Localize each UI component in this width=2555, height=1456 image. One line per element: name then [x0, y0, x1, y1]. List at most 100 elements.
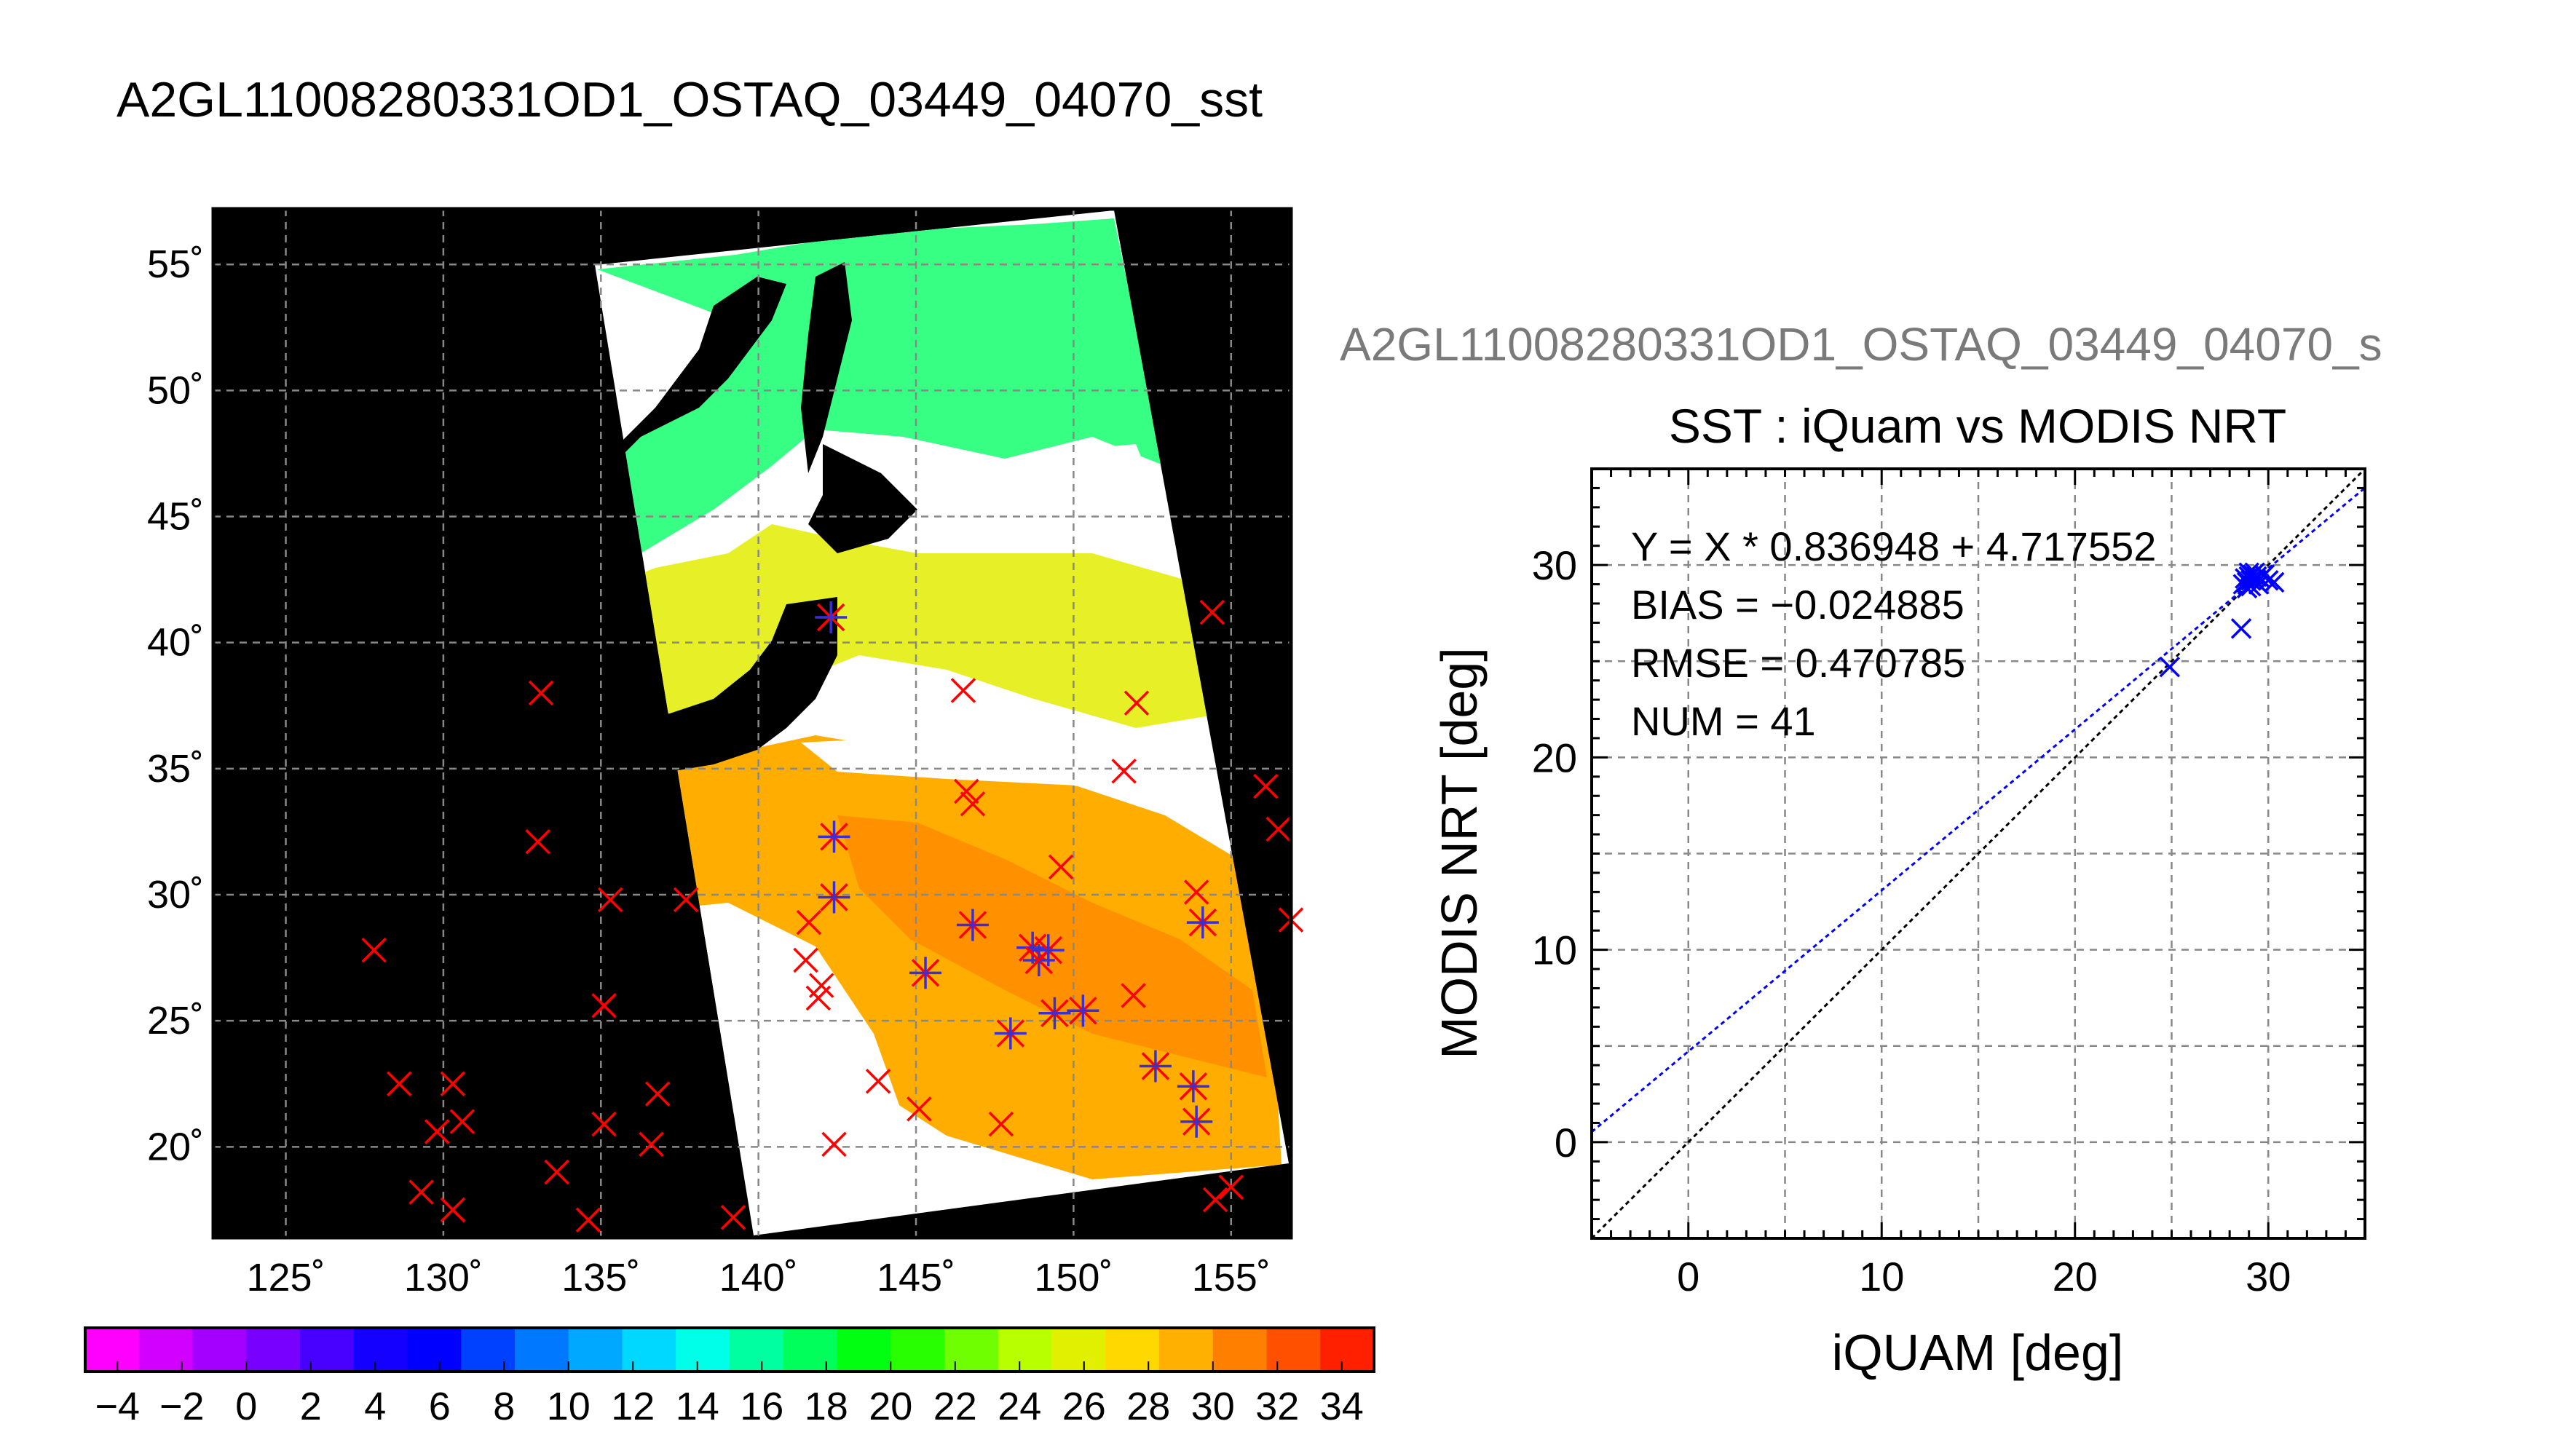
colorbar-cell: [246, 1328, 301, 1372]
matched-blue-star: [1139, 1050, 1172, 1083]
red-cross-marker: [575, 1207, 601, 1233]
matched-blue-star: [818, 881, 850, 914]
colorbar-cell: [192, 1328, 247, 1372]
stats-box: Y = X * 0.836948 + 4.717552 BIAS = −0.02…: [1631, 523, 2156, 744]
scatter-points: [2159, 562, 2285, 678]
map-x-tick-label: 145˚: [877, 1256, 955, 1299]
red-cross-marker: [644, 1081, 671, 1107]
red-cross-marker-stroke-b: [988, 1111, 1014, 1137]
matched-blue-star: [956, 909, 989, 941]
colorbar-cell: [515, 1328, 569, 1372]
page-title: A2GL11008280331OD1_OSTAQ_03449_04070_sst: [117, 72, 1263, 127]
red-cross-marker: [1199, 599, 1225, 625]
map-y-tick-label: 20˚: [147, 1125, 204, 1168]
red-cross-marker: [793, 947, 818, 973]
colorbar-tick-label: 14: [676, 1385, 719, 1428]
matched-blue-star: [1186, 906, 1219, 939]
matched-blue-star: [815, 601, 848, 634]
scatter-point: [2238, 562, 2259, 583]
colorbar-tick-label: 0: [235, 1385, 257, 1428]
scatter-point-stroke-b: [2258, 570, 2279, 591]
red-cross-marker-stroke-b: [673, 887, 699, 913]
colorbar-cells: [85, 1328, 1375, 1372]
red-cross-marker: [440, 1197, 466, 1223]
sst-map: 125˚ 130˚ 135˚ 140˚ 145˚ 150˚ 155˚ 20˚ 25˚ 30˚ 35…: [147, 207, 1304, 1299]
colorbar-tick-label: 30: [1191, 1385, 1235, 1428]
scatter-point: [2258, 570, 2279, 591]
red-cross-marker: [1253, 773, 1279, 799]
colorbar-cell: [85, 1328, 140, 1372]
colorbar-tick-label: 2: [300, 1385, 322, 1428]
red-cross-marker-stroke-b: [408, 1179, 434, 1205]
matched-blue-star: [1038, 997, 1071, 1029]
sst-green-north: [595, 218, 1165, 713]
scatter-point: [2240, 570, 2262, 591]
colorbar-cell: [300, 1328, 355, 1372]
red-cross-marker-stroke-b: [1183, 879, 1209, 905]
colorbar-cell: [407, 1328, 462, 1372]
colorbar-cell: [1159, 1328, 1214, 1372]
red-cross-marker: [1111, 759, 1137, 784]
red-cross-marker: [591, 1111, 617, 1137]
red-cross-marker-stroke-b: [440, 1197, 466, 1223]
scatter-title: SST : iQuam vs MODIS NRT: [1669, 399, 2286, 453]
stat-num: NUM = 41: [1631, 698, 1816, 744]
scatter-point: [2230, 618, 2252, 639]
colorbar-tick-label: 24: [998, 1385, 1041, 1428]
scatter-point-stroke-b: [2246, 566, 2267, 587]
scatter-ylabel: MODIS NRT [deg]: [1431, 647, 1488, 1059]
map-markers: [361, 599, 1304, 1233]
stat-rmse: RMSE = 0.470785: [1631, 640, 1965, 686]
red-cross-marker-stroke-b: [796, 909, 822, 935]
red-cross-marker: [387, 1071, 412, 1096]
map-x-tick-label: 135˚: [561, 1256, 640, 1299]
sst-white-cloud-2: [655, 903, 910, 1194]
red-cross-marker: [1121, 983, 1146, 1008]
colorbar-tick-label: 18: [805, 1385, 848, 1428]
red-cross-marker: [954, 778, 979, 804]
red-cross-marker: [907, 1096, 932, 1122]
red-cross-marker: [361, 937, 387, 963]
red-cross-marker-stroke-b: [440, 1071, 466, 1096]
map-y-tick-label: 30˚: [147, 873, 204, 917]
scatter-point-stroke-b: [2159, 656, 2181, 678]
red-cross-marker-stroke-b: [598, 887, 623, 913]
map-x-tick-label: 150˚: [1034, 1256, 1113, 1299]
matched-blue-star: [1177, 1070, 1209, 1103]
colorbar-cell: [1105, 1328, 1160, 1372]
matched-blue-star: [909, 957, 942, 989]
red-cross-marker: [449, 1109, 475, 1134]
red-cross-marker: [591, 993, 617, 1018]
map-x-tick-label: 155˚: [1192, 1256, 1271, 1299]
scatter-x-tick-label: 10: [1859, 1254, 1904, 1299]
map-x-tick-label: 140˚: [719, 1256, 798, 1299]
scatter-supertitle: A2GL11008280331OD1_OSTAQ_03449_04070_s: [1340, 318, 2382, 371]
colorbar-cell: [891, 1328, 945, 1372]
scatter-frame: [1590, 467, 2366, 1240]
scatter-point: [2159, 656, 2181, 678]
stat-bias: BIAS = −0.024885: [1631, 582, 1964, 628]
hokkaido-land: [808, 444, 917, 553]
colorbar-cell: [1266, 1328, 1321, 1372]
colorbar-cell: [138, 1328, 194, 1372]
scatter-y-tick-label: 0: [1555, 1120, 1577, 1166]
map-x-tick-label: 130˚: [404, 1256, 483, 1299]
colorbar-cell: [837, 1328, 891, 1372]
red-cross-marker-stroke-b: [591, 993, 617, 1018]
red-cross-marker: [639, 1131, 664, 1158]
honshu-land: [553, 597, 837, 772]
red-cross-marker-stroke-b: [821, 1131, 847, 1158]
colorbar-cell: [622, 1328, 676, 1372]
map-x-ticks: 125˚ 130˚ 135˚ 140˚ 145˚ 150˚ 155˚: [246, 1256, 1270, 1299]
sst-white-cloud-3: [1056, 444, 1180, 553]
map-frame: [211, 207, 1293, 1240]
red-cross-marker: [1265, 816, 1291, 842]
red-cross-marker-stroke-b: [449, 1109, 475, 1134]
red-cross-marker: [1218, 1174, 1244, 1200]
map-y-ticks: 20˚ 25˚ 30˚ 35˚ 40˚ 45˚ 50˚ 55˚: [147, 242, 204, 1168]
scatter-lines: [1590, 467, 2366, 1240]
red-cross-marker-stroke-b: [525, 829, 550, 855]
red-cross-marker-stroke-b: [793, 947, 818, 973]
scatter-point-stroke-b: [2230, 618, 2252, 639]
red-cross-marker: [440, 1071, 466, 1096]
